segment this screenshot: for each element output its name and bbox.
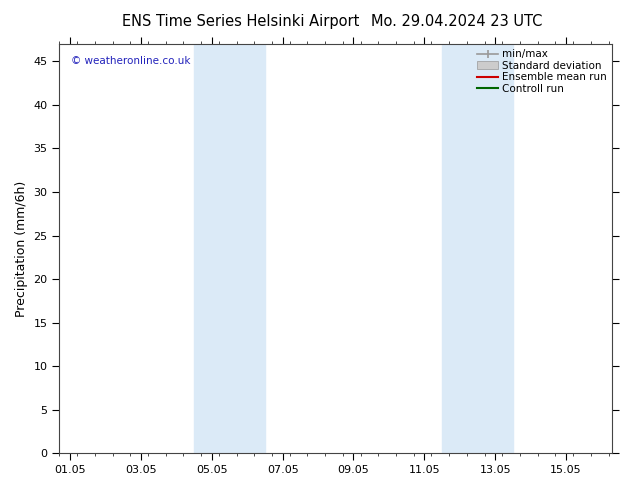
Bar bbox=[442, 44, 513, 453]
Text: © weatheronline.co.uk: © weatheronline.co.uk bbox=[70, 56, 190, 66]
Bar bbox=[194, 44, 265, 453]
Legend: min/max, Standard deviation, Ensemble mean run, Controll run: min/max, Standard deviation, Ensemble me… bbox=[475, 47, 609, 96]
Text: ENS Time Series Helsinki Airport: ENS Time Series Helsinki Airport bbox=[122, 14, 359, 29]
Text: Mo. 29.04.2024 23 UTC: Mo. 29.04.2024 23 UTC bbox=[371, 14, 542, 29]
Y-axis label: Precipitation (mm/6h): Precipitation (mm/6h) bbox=[15, 180, 28, 317]
